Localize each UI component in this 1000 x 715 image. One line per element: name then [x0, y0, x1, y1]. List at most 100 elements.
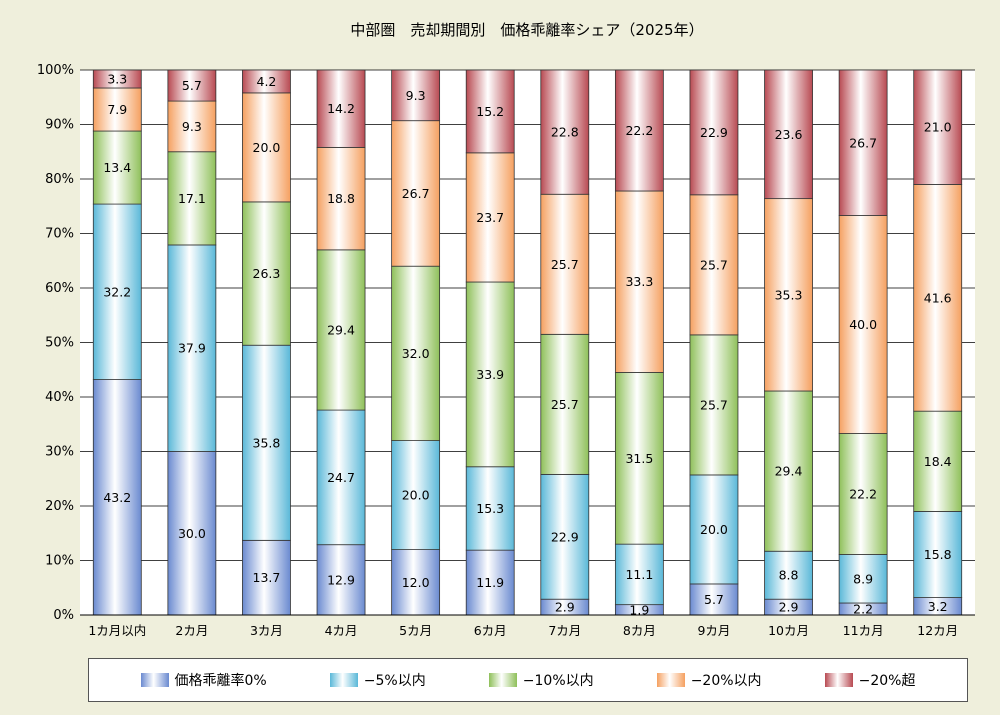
x-tick-label: 9カ月 — [697, 623, 730, 638]
data-label: 35.3 — [775, 287, 803, 302]
y-tick-label: 0% — [53, 608, 74, 623]
data-label: 25.7 — [551, 397, 579, 412]
data-label: 1.9 — [629, 602, 649, 617]
bar-segment — [92, 130, 142, 205]
legend-label: 価格乖離率0% — [174, 673, 267, 689]
data-label: 25.7 — [700, 397, 728, 412]
data-label: 4.2 — [257, 74, 277, 89]
y-axis-ticks: 0% 10% 20% 30% 40% 50% 60% 70% 80% 90% 100% — [37, 63, 74, 623]
data-label: 15.3 — [476, 501, 504, 516]
bar-segment — [167, 151, 217, 246]
data-label: 22.9 — [551, 529, 579, 544]
legend-label: −20%超 — [858, 673, 916, 689]
data-label: 23.7 — [476, 210, 504, 225]
data-label: 7.9 — [107, 102, 127, 117]
legend-swatch — [329, 673, 358, 687]
bar-segment — [316, 409, 366, 546]
bar-segment — [838, 215, 888, 434]
data-label: 26.7 — [849, 135, 877, 150]
data-label: 22.2 — [849, 487, 877, 502]
data-label: 22.9 — [700, 125, 728, 140]
legend-swatch — [488, 673, 517, 687]
data-label: 13.4 — [103, 160, 131, 175]
data-label: 9.3 — [182, 119, 202, 134]
bar-segment — [465, 281, 515, 468]
y-tick-label: 50% — [45, 336, 74, 351]
data-label: 32.0 — [402, 346, 430, 361]
data-label: 15.2 — [476, 104, 504, 119]
data-label: 2.9 — [555, 600, 575, 615]
data-label: 17.1 — [178, 191, 206, 206]
data-label: 13.7 — [253, 570, 281, 585]
bar-segment — [242, 201, 291, 346]
legend: 価格乖離率0% −5%以内 −10%以内 −20%以内 −20%超 — [88, 658, 968, 702]
data-label: 31.5 — [625, 451, 653, 466]
data-label: 37.9 — [178, 341, 206, 356]
data-label: 3.2 — [928, 599, 948, 614]
legend-item: −20%超 — [824, 670, 916, 690]
bar-segment — [913, 184, 963, 412]
legend-label: −5%以内 — [363, 673, 426, 689]
y-tick-label: 100% — [37, 63, 74, 78]
data-label: 8.8 — [779, 568, 799, 583]
x-tick-label: 11カ月 — [843, 623, 884, 638]
data-label: 23.6 — [775, 127, 803, 142]
data-label: 11.9 — [476, 575, 504, 590]
y-tick-label: 40% — [45, 390, 74, 405]
data-label: 22.8 — [551, 125, 579, 140]
data-label: 29.4 — [327, 322, 355, 337]
x-axis-ticks: 1カ月以内 2カ月 3カ月 4カ月 5カ月 6カ月 7カ月 8カ月 9カ月 10カ月 11カ月 12カ… — [88, 623, 958, 638]
legend-label: −20%以内 — [690, 673, 762, 689]
y-tick-label: 30% — [45, 445, 74, 460]
data-label: 20.0 — [402, 488, 430, 503]
data-label: 18.4 — [924, 454, 952, 469]
x-tick-label: 5カ月 — [399, 623, 432, 638]
bar-segment — [614, 372, 664, 545]
bar-segment — [167, 244, 217, 452]
x-tick-label: 1カ月以内 — [88, 623, 146, 638]
bar-segment — [689, 194, 739, 336]
data-label: 2.2 — [853, 602, 873, 617]
bar-segment — [689, 334, 739, 476]
bar-segment — [540, 473, 590, 600]
legend-swatch — [824, 673, 853, 687]
data-label: 35.8 — [253, 435, 281, 450]
bar-segment — [838, 433, 888, 555]
data-label: 43.2 — [103, 490, 131, 505]
bar-segment — [92, 87, 142, 132]
data-label: 18.8 — [327, 191, 355, 206]
bar-segment — [540, 193, 590, 335]
legend-swatch — [656, 673, 685, 687]
bar-segment — [764, 390, 813, 552]
data-label: 11.1 — [625, 567, 653, 582]
bar-segment — [764, 69, 813, 200]
bar-segment — [614, 69, 664, 192]
data-label: 25.7 — [551, 257, 579, 272]
x-tick-label: 6カ月 — [474, 623, 507, 638]
data-label: 12.9 — [327, 572, 355, 587]
legend-label: −10%以内 — [522, 673, 594, 689]
legend-item: 価格乖離率0% — [140, 670, 267, 690]
bar-segment — [316, 249, 366, 411]
legend-item: −5%以内 — [329, 670, 426, 690]
x-tick-label: 2カ月 — [175, 623, 208, 638]
data-label: 29.4 — [775, 464, 803, 479]
bar-segment — [764, 550, 813, 600]
bar-segment — [391, 440, 441, 551]
bar-segment — [689, 69, 739, 196]
data-label: 26.3 — [253, 266, 281, 281]
data-label: 12.0 — [402, 575, 430, 590]
data-label: 15.8 — [924, 547, 952, 562]
data-label: 33.3 — [625, 274, 653, 289]
bar-segment — [167, 69, 217, 102]
bar-segment — [92, 379, 142, 616]
data-label: 22.2 — [625, 123, 653, 138]
data-label: 33.9 — [476, 367, 504, 382]
bar-segment — [614, 190, 664, 373]
bar-segment — [465, 152, 515, 283]
legend-swatch — [140, 673, 169, 687]
legend-item: −10%以内 — [488, 670, 594, 690]
bar-segment — [465, 466, 515, 551]
bar-segment — [465, 549, 515, 616]
